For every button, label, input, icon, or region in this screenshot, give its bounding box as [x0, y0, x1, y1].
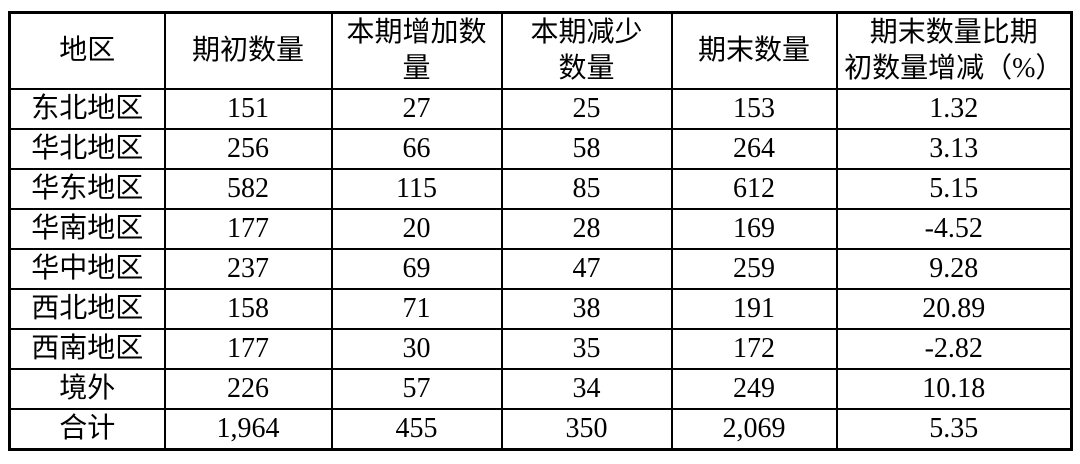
value-cell: 3.13	[835, 128, 1073, 170]
value-cell: 9.28	[835, 248, 1073, 290]
region-quantity-table: 地区 期初数量 本期增加数 量 本期减少 数量 期末数量 期末数量比期 初数量增…	[8, 11, 1073, 451]
region-cell: 境外	[8, 368, 166, 410]
value-cell: 191	[670, 288, 838, 330]
value-cell: 71	[330, 288, 503, 330]
value-cell: 20.89	[835, 288, 1073, 330]
value-cell: 69	[330, 248, 503, 290]
table-row: 华北地区 256 66 58 264 3.13	[8, 128, 1073, 170]
region-cell: 西北地区	[8, 288, 166, 330]
value-cell: 115	[330, 168, 503, 210]
value-cell: 1,964	[163, 408, 333, 451]
value-cell: 5.15	[835, 168, 1073, 210]
value-cell: 153	[670, 88, 838, 130]
value-cell: 28	[500, 208, 673, 250]
value-cell: 177	[163, 328, 333, 370]
value-cell: 264	[670, 128, 838, 170]
value-cell: -4.52	[835, 208, 1073, 250]
column-header-region: 地区	[8, 11, 166, 90]
value-cell: 5.35	[835, 408, 1073, 451]
region-cell: 华北地区	[8, 128, 166, 170]
column-header-change-percent: 期末数量比期 初数量增减（%）	[835, 11, 1073, 90]
value-cell: 66	[330, 128, 503, 170]
value-cell: -2.82	[835, 328, 1073, 370]
header-row: 地区 期初数量 本期增加数 量 本期减少 数量 期末数量 期末数量比期 初数量增…	[8, 11, 1073, 90]
value-cell: 177	[163, 208, 333, 250]
value-cell: 25	[500, 88, 673, 130]
value-cell: 85	[500, 168, 673, 210]
total-row: 合计 1,964 455 350 2,069 5.35	[8, 408, 1073, 451]
column-header-decrease-quantity: 本期减少 数量	[500, 11, 673, 90]
value-cell: 151	[163, 88, 333, 130]
value-cell: 259	[670, 248, 838, 290]
table-row: 华中地区 237 69 47 259 9.28	[8, 248, 1073, 290]
value-cell: 10.18	[835, 368, 1073, 410]
table-row: 华南地区 177 20 28 169 -4.52	[8, 208, 1073, 250]
value-cell: 582	[163, 168, 333, 210]
value-cell: 1.32	[835, 88, 1073, 130]
value-cell: 249	[670, 368, 838, 410]
table-row: 西南地区 177 30 35 172 -2.82	[8, 328, 1073, 370]
value-cell: 169	[670, 208, 838, 250]
value-cell: 158	[163, 288, 333, 330]
table-row: 东北地区 151 27 25 153 1.32	[8, 88, 1073, 130]
value-cell: 38	[500, 288, 673, 330]
region-cell: 华中地区	[8, 248, 166, 290]
table-body: 东北地区 151 27 25 153 1.32 华北地区 256 66 58 264 3.13 华东地区…	[8, 88, 1073, 451]
region-cell: 华东地区	[8, 168, 166, 210]
column-header-beginning-quantity: 期初数量	[163, 11, 333, 90]
region-cell: 合计	[8, 408, 166, 451]
column-header-increase-quantity: 本期增加数 量	[330, 11, 503, 90]
table-row: 西北地区 158 71 38 191 20.89	[8, 288, 1073, 330]
region-cell: 东北地区	[8, 88, 166, 130]
column-header-ending-quantity: 期末数量	[670, 11, 838, 90]
value-cell: 58	[500, 128, 673, 170]
value-cell: 612	[670, 168, 838, 210]
value-cell: 35	[500, 328, 673, 370]
region-cell: 西南地区	[8, 328, 166, 370]
table-row: 华东地区 582 115 85 612 5.15	[8, 168, 1073, 210]
value-cell: 256	[163, 128, 333, 170]
value-cell: 27	[330, 88, 503, 130]
value-cell: 226	[163, 368, 333, 410]
value-cell: 172	[670, 328, 838, 370]
value-cell: 455	[330, 408, 503, 451]
value-cell: 57	[330, 368, 503, 410]
value-cell: 30	[330, 328, 503, 370]
value-cell: 350	[500, 408, 673, 451]
region-cell: 华南地区	[8, 208, 166, 250]
table-row: 境外 226 57 34 249 10.18	[8, 368, 1073, 410]
value-cell: 2,069	[670, 408, 838, 451]
value-cell: 47	[500, 248, 673, 290]
value-cell: 237	[163, 248, 333, 290]
value-cell: 34	[500, 368, 673, 410]
value-cell: 20	[330, 208, 503, 250]
